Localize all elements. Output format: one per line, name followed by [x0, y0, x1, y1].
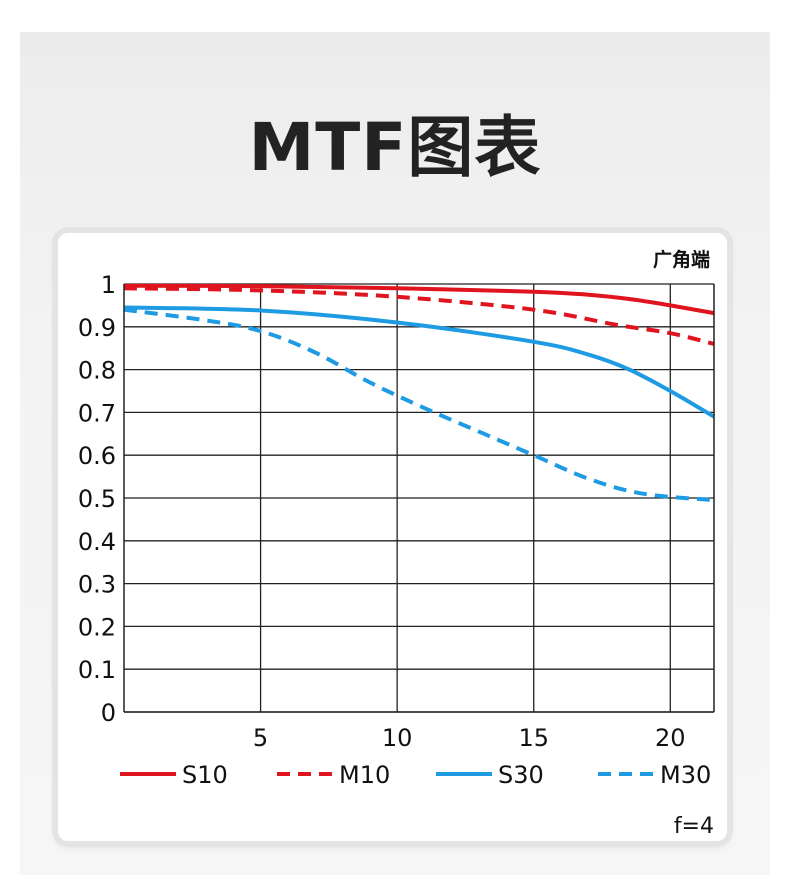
x-tick-label: 15 [518, 724, 549, 752]
x-tick-label: 5 [253, 724, 268, 752]
series-group [123, 283, 716, 503]
labels: 广角端 f=4 [653, 248, 714, 839]
chart-card [58, 233, 727, 841]
legend-label-s30: S30 [498, 761, 544, 789]
legend-label-m30: M30 [660, 761, 711, 789]
series-line-m30 [123, 307, 715, 503]
x-tick-label: 10 [382, 724, 413, 752]
corner-label: 广角端 [653, 248, 710, 271]
y-tick-label: 0.5 [78, 485, 116, 513]
x-tick-label: 20 [655, 724, 686, 752]
footnote: f=4 [674, 814, 714, 839]
legend-label-s10: S10 [182, 761, 228, 789]
series-line-s10 [123, 283, 715, 316]
series-line-s30 [123, 305, 716, 419]
legend: S10 M10 S30 M30 [120, 761, 711, 789]
y-tick-label: 0.7 [78, 399, 116, 427]
y-tick-label: 0.1 [78, 656, 116, 684]
y-tick-label: 0.8 [78, 357, 116, 385]
y-tick-label: 0.4 [78, 528, 116, 556]
legend-label-m10: M10 [339, 761, 390, 789]
y-tick-label: 0.6 [78, 442, 116, 470]
axes: 00.10.20.30.40.50.60.70.80.915 10 15 20 [78, 271, 715, 752]
page-title: MTF图表 [248, 109, 542, 186]
y-tick-label: 1 [101, 271, 116, 299]
y-tick-label: 0 [101, 699, 116, 727]
grid [124, 283, 714, 713]
y-tick-label: 0.3 [78, 571, 116, 599]
series-line-m10 [123, 286, 715, 346]
y-tick-label: 0.9 [78, 314, 116, 342]
y-tick-label: 0.2 [78, 613, 116, 641]
